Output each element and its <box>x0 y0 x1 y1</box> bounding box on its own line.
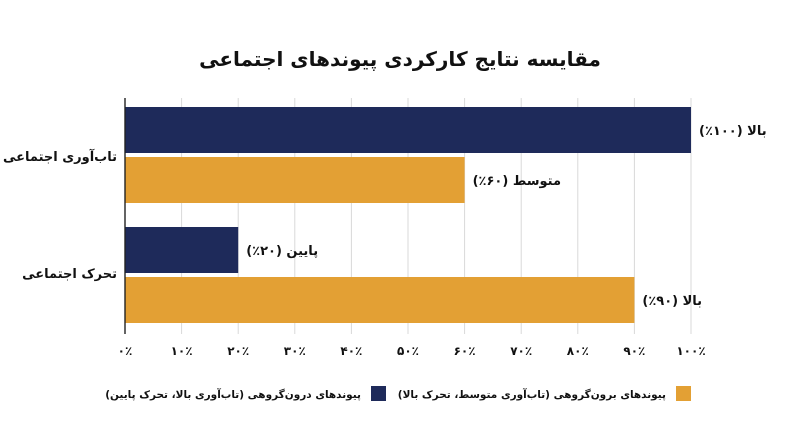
x-tick-label: ۱۰٪ <box>171 344 193 358</box>
legend-label-inner-group: پیوندهای درون‌گروهی (تاب‌آوری بالا، تحرک… <box>105 388 361 401</box>
x-tick-label: ۷۰٪ <box>510 344 532 358</box>
legend-swatch-outer-group <box>676 386 691 401</box>
bars <box>125 107 691 323</box>
category-label-resilience: تاب‌آوری اجتماعی <box>3 148 117 165</box>
x-axis-ticks: ۰٪ ۱۰٪ ۲۰٪ ۳۰٪ ۴۰٪ ۵۰٪ ۶۰٪ ۷۰٪ ۸۰٪ ۹۰٪ ۱۰۰٪ <box>118 344 706 358</box>
bar-value-label: متوسط (۶۰٪) <box>473 174 561 189</box>
bar <box>125 277 635 323</box>
x-tick-label: ۳۰٪ <box>284 344 306 358</box>
bar-value-label: پایین (۲۰٪) <box>246 244 318 259</box>
x-tick-label: ۴۰٪ <box>340 344 362 358</box>
chart-title: مقایسه نتایج کارکردی پیوندهای اجتماعی <box>199 47 601 72</box>
legend-item-inner-group: پیوندهای درون‌گروهی (تاب‌آوری بالا، تحرک… <box>105 386 386 401</box>
x-tick-label: ۸۰٪ <box>567 344 589 358</box>
bar-value-label: بالا (۱۰۰٪) <box>699 124 767 139</box>
bar-labels: بالا (۱۰۰٪) متوسط (۶۰٪) پایین (۲۰٪) بالا (۹… <box>246 124 766 309</box>
x-tick-label: ۶۰٪ <box>454 344 476 358</box>
bar <box>125 157 465 203</box>
legend-item-outer-group: پیوندهای برون‌گروهی (تاب‌آوری متوسط، تحر… <box>398 386 691 401</box>
category-label-mobility: تحرک اجتماعی <box>22 267 117 282</box>
legend: پیوندهای درون‌گروهی (تاب‌آوری بالا، تحرک… <box>105 386 691 401</box>
bar <box>125 227 239 273</box>
legend-swatch-inner-group <box>371 386 386 401</box>
x-tick-label: ۲۰٪ <box>227 344 249 358</box>
x-tick-label: ۱۰۰٪ <box>676 344 705 358</box>
bar-value-label: بالا (۹۰٪) <box>642 294 702 309</box>
x-tick-label: ۹۰٪ <box>623 344 645 358</box>
x-tick-label: ۰٪ <box>118 344 133 358</box>
bar <box>125 107 691 153</box>
legend-label-outer-group: پیوندهای برون‌گروهی (تاب‌آوری متوسط، تحر… <box>398 388 666 401</box>
x-tick-label: ۵۰٪ <box>397 344 419 358</box>
